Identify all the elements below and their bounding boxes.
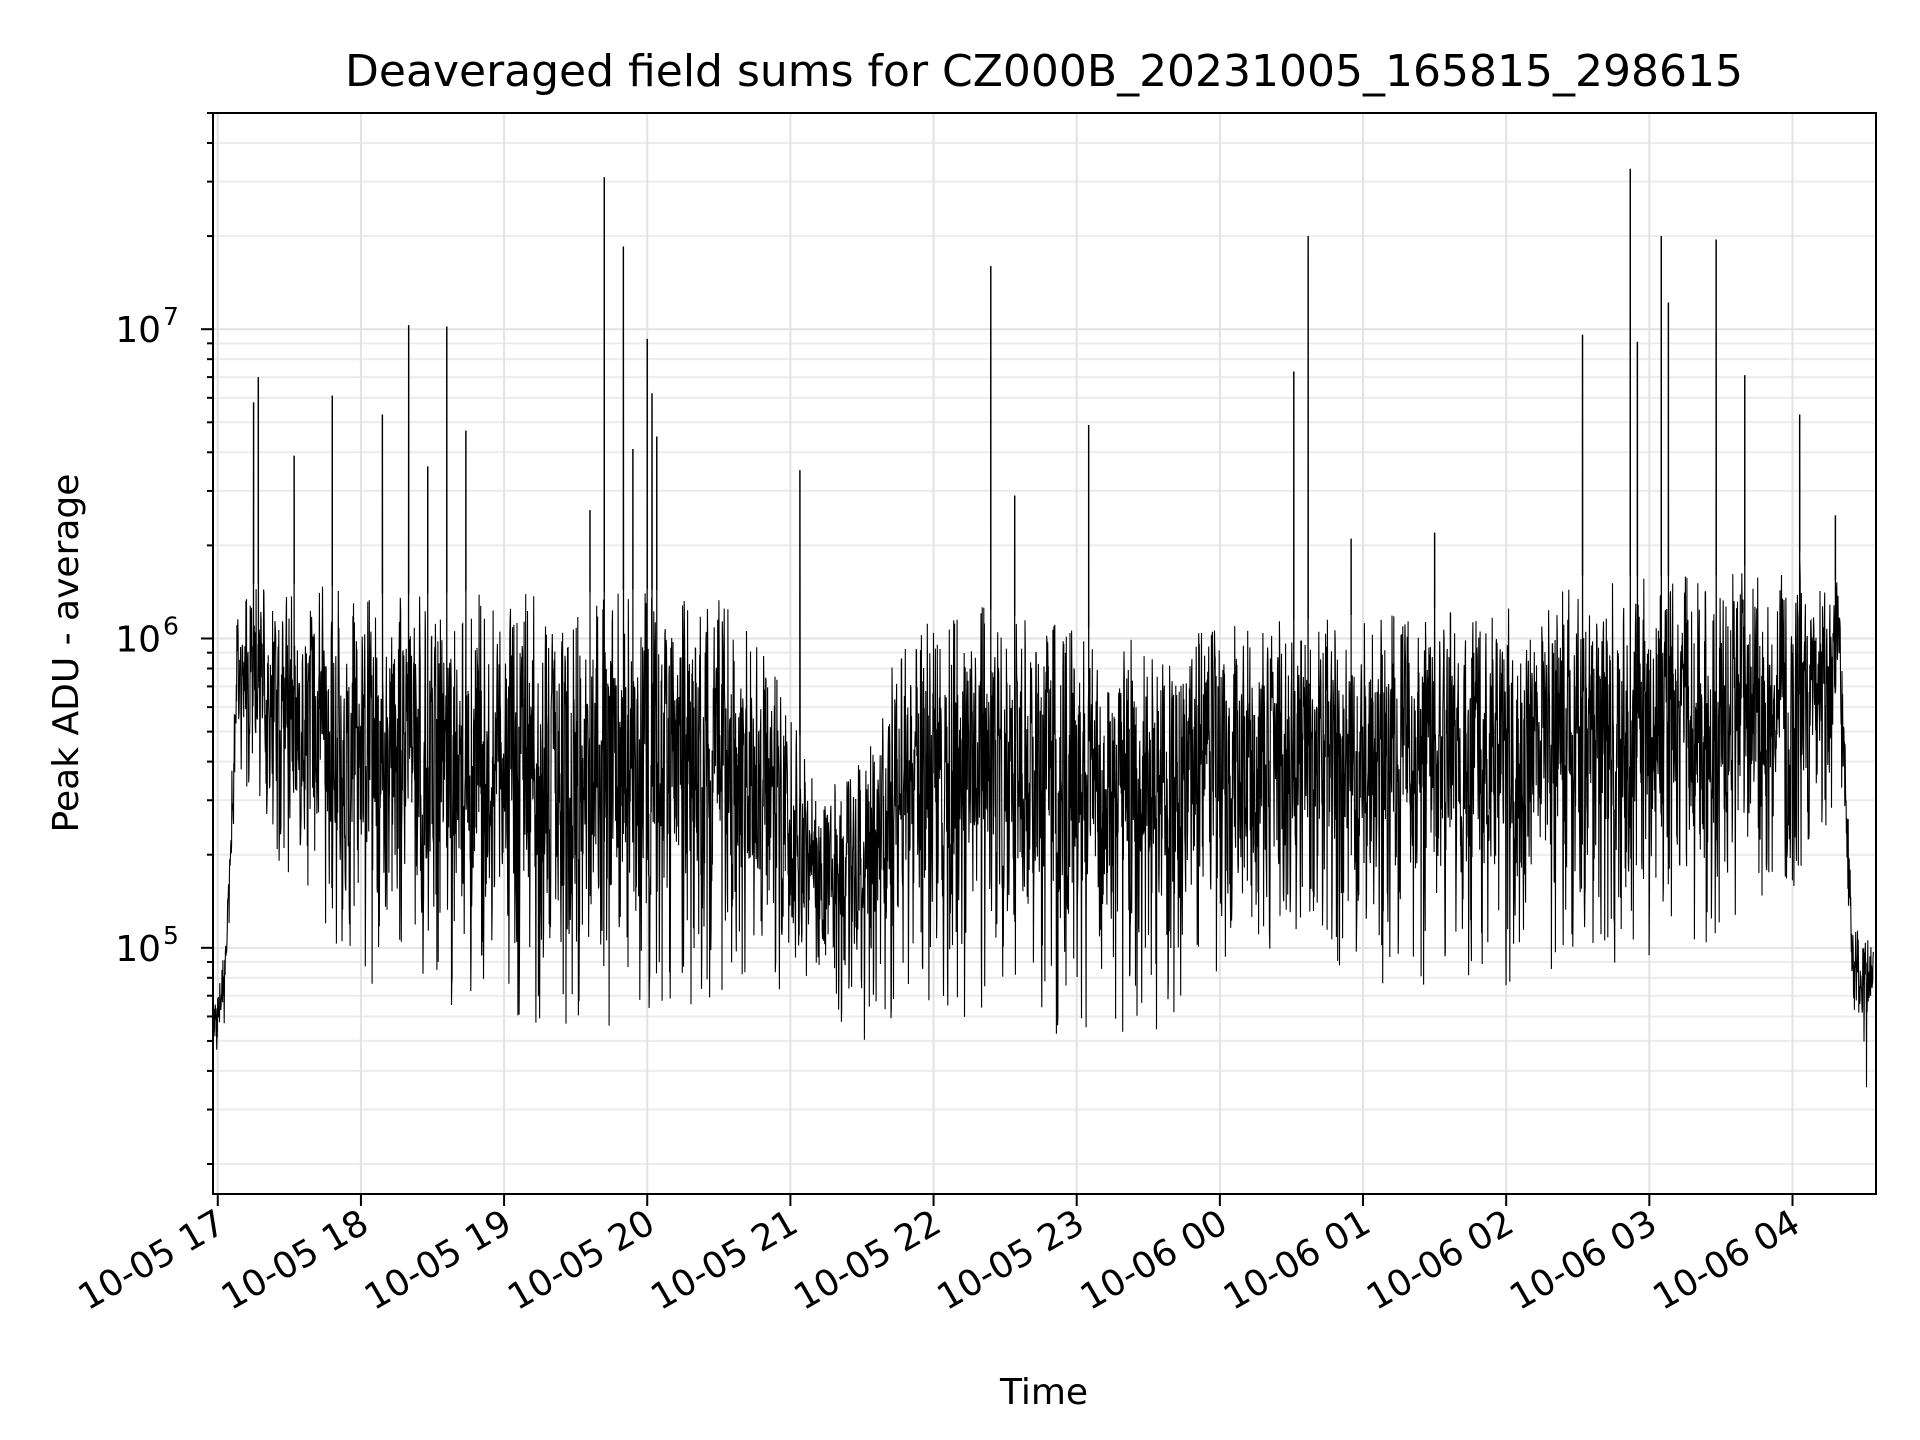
y-tick-label: 10 — [115, 929, 161, 970]
x-axis-label: Time — [999, 1372, 1088, 1413]
y-axis-label: Peak ADU - average — [46, 474, 87, 833]
series-layer — [212, 168, 1874, 1088]
y-tick-label-exponent: 7 — [163, 302, 179, 331]
y-tick-label-exponent: 6 — [163, 612, 179, 641]
chart-title: Deaveraged field sums for CZ000B_2023100… — [345, 46, 1743, 97]
y-tick-label: 10 — [115, 310, 161, 351]
y-tick-label: 10 — [115, 620, 161, 661]
y-tick-label-exponent: 5 — [163, 921, 179, 950]
series-line — [212, 168, 1874, 1088]
